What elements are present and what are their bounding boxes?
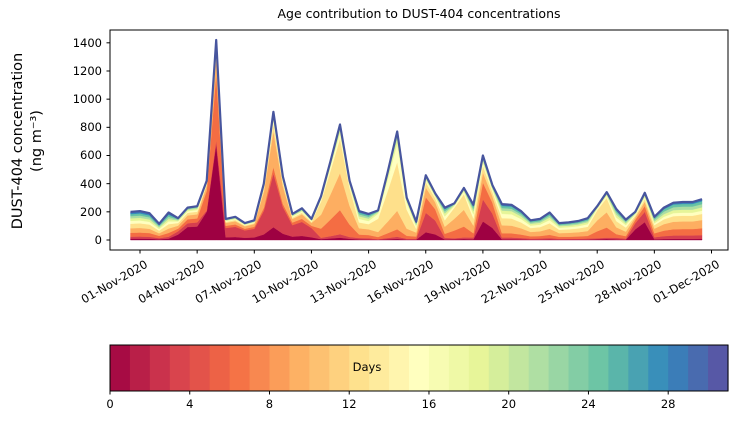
colorbar-segment [568, 345, 590, 391]
colorbar-segment [289, 345, 310, 391]
colorbar-segment [708, 345, 729, 391]
colorbar-segment [169, 345, 191, 391]
colorbar-segment [309, 345, 330, 391]
colorbar-segment [189, 345, 211, 391]
plot-frame [109, 29, 729, 251]
colorbar-tick-label: 28 [660, 397, 676, 411]
colorbar-segment [369, 345, 390, 391]
colorbar-segment [588, 345, 609, 391]
colorbar-segment [209, 345, 231, 391]
y-tick-label: 600 [80, 148, 102, 163]
colorbar-tick-label: 12 [341, 397, 357, 411]
y-tick-label: 0 [94, 233, 102, 247]
colorbar-segment [648, 345, 669, 391]
y-tick-label: 1200 [72, 63, 102, 78]
colorbar-tick-label: 8 [265, 397, 274, 411]
colorbar-segment [229, 345, 251, 391]
y-tick-label: 800 [80, 120, 102, 135]
chart-title: Age contribution to DUST-404 concentrati… [277, 6, 561, 21]
y-tick-label: 400 [80, 176, 102, 191]
colorbar-tick-label: 24 [581, 397, 596, 411]
colorbar-segment [389, 345, 410, 391]
colorbar-segment [448, 345, 470, 391]
colorbar-tick-label: 4 [186, 397, 194, 411]
colorbar-segment [129, 345, 151, 391]
colorbar-segment [508, 345, 530, 391]
colorbar-segment [349, 345, 370, 391]
colorbar-tick-label: 20 [501, 397, 517, 411]
colorbar-segment [409, 345, 430, 391]
colorbar-segment [668, 345, 689, 391]
colorbar-segments [110, 345, 729, 391]
colorbar-segment [688, 345, 709, 391]
colorbar-label: Days [352, 360, 382, 374]
colorbar-segment [110, 345, 131, 391]
colorbar-segment [528, 345, 550, 391]
colorbar-segment [329, 345, 350, 391]
colorbar-segment [548, 345, 570, 391]
colorbar-frame [109, 344, 729, 392]
y-tick-label: 1400 [72, 35, 102, 50]
axis-tick-marks [106, 42, 712, 254]
colorbar-segment [249, 345, 271, 391]
y-tick-label: 1000 [72, 92, 102, 107]
y-tick-label: 200 [80, 204, 102, 219]
colorbar-tick-label: 0 [106, 397, 114, 411]
colorbar-segment [628, 345, 649, 391]
colorbar-segment [269, 345, 291, 391]
colorbar-segment [428, 345, 450, 391]
colorbar-tick-marks [109, 391, 669, 395]
colorbar-segment [149, 345, 171, 391]
colorbar-tick-label: 16 [421, 397, 437, 411]
top-edge-line [130, 38, 703, 225]
colorbar-segment [468, 345, 490, 391]
y-axis-label-line1: DUST-404 concentration [10, 52, 26, 230]
colorbar-segment [608, 345, 629, 391]
colorbar-segment [488, 345, 510, 391]
